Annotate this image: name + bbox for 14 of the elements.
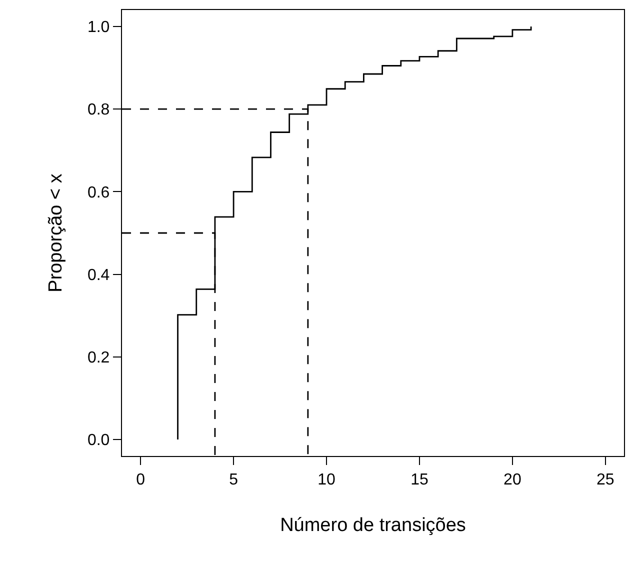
x-tick-label: 15 [410, 471, 428, 488]
y-tick-label: 1.0 [87, 19, 110, 36]
x-tick-label: 0 [136, 471, 146, 488]
x-tick-label: 20 [504, 471, 522, 488]
y-axis-title: Proporção < x [45, 173, 66, 292]
y-tick-label: 0.2 [87, 349, 110, 366]
y-tick-label: 0.4 [87, 266, 110, 284]
x-tick-label: 10 [318, 471, 336, 488]
y-tick-label: 0.0 [87, 432, 110, 450]
x-axis-title: Número de transições [280, 515, 466, 536]
x-tick-label: 5 [229, 471, 238, 488]
y-tick-label: 0.6 [87, 184, 110, 202]
x-tick-label: 25 [596, 471, 614, 488]
y-tick-label: 0.8 [87, 102, 110, 119]
